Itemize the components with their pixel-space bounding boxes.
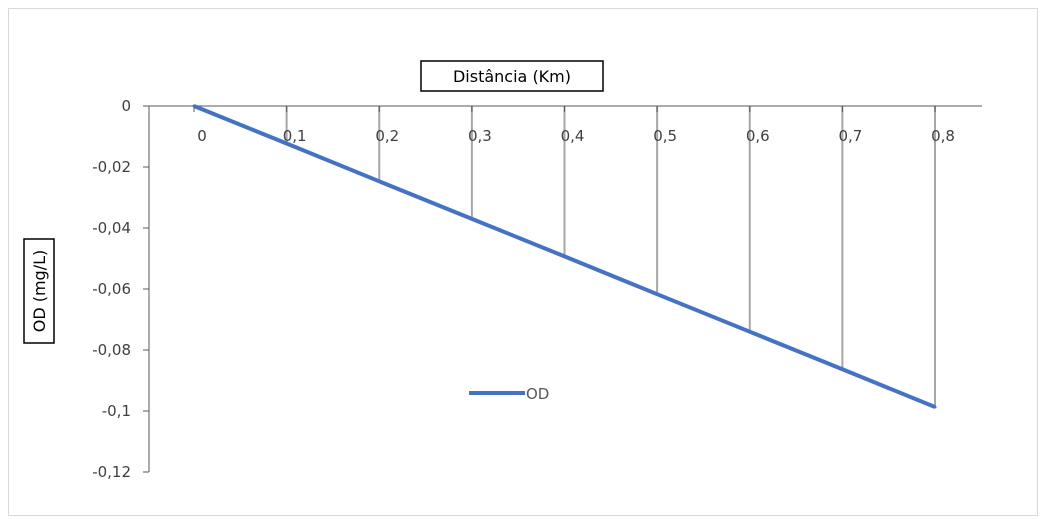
x-tick-label: 0,8	[931, 127, 955, 145]
y-tick-label: -0,02	[92, 158, 131, 176]
data-point	[840, 367, 844, 371]
drop-lines	[285, 106, 936, 408]
x-tick-label: 0,6	[746, 127, 770, 145]
data-point	[192, 104, 196, 108]
x-tick-label: 0,3	[468, 127, 492, 145]
y-tick-label: -0,04	[92, 219, 131, 237]
data-point	[285, 142, 289, 146]
data-point	[377, 179, 381, 183]
od-distance-chart: 0 -0,02 -0,04 -0,06 -0,08 -0,1 -0,12 0 0,1 0,2 0,…	[23, 60, 982, 481]
y-tick-label: -0,08	[92, 341, 131, 359]
y-axis: 0 -0,02 -0,04 -0,06 -0,08 -0,1 -0,12	[92, 97, 150, 481]
data-point	[563, 254, 566, 258]
y-tick-label: -0,12	[92, 463, 131, 481]
data-point	[748, 330, 752, 334]
x-axis-title: Distância (Km)	[453, 67, 571, 86]
legend: OD	[469, 385, 549, 403]
data-point	[470, 217, 474, 221]
x-tick-label: 0,2	[375, 127, 399, 145]
chart-area: 0 -0,02 -0,04 -0,06 -0,08 -0,1 -0,12 0 0,1 0,2 0,…	[8, 8, 1038, 516]
data-point	[933, 405, 937, 409]
x-tick-label: 0,7	[838, 127, 862, 145]
x-tick-label: 0,4	[561, 127, 585, 145]
x-axis: 0 0,1 0,2 0,3 0,4 0,5 0,6 0,7 0,8	[149, 105, 982, 145]
x-tick-label: 0,1	[283, 127, 307, 145]
x-tick-label: 0	[197, 127, 207, 145]
y-axis-title-box: OD (mg/L)	[23, 238, 55, 344]
x-axis-title-box: Distância (Km)	[420, 60, 604, 92]
series-layer	[192, 104, 937, 409]
data-point	[655, 292, 659, 296]
y-tick-label: -0,06	[92, 280, 131, 298]
y-tick-label: 0	[121, 97, 131, 115]
legend-label-od: OD	[526, 385, 549, 403]
y-axis-title: OD (mg/L)	[30, 250, 49, 333]
y-tick-label: -0,1	[102, 402, 131, 420]
x-tick-label: 0,5	[653, 127, 677, 145]
